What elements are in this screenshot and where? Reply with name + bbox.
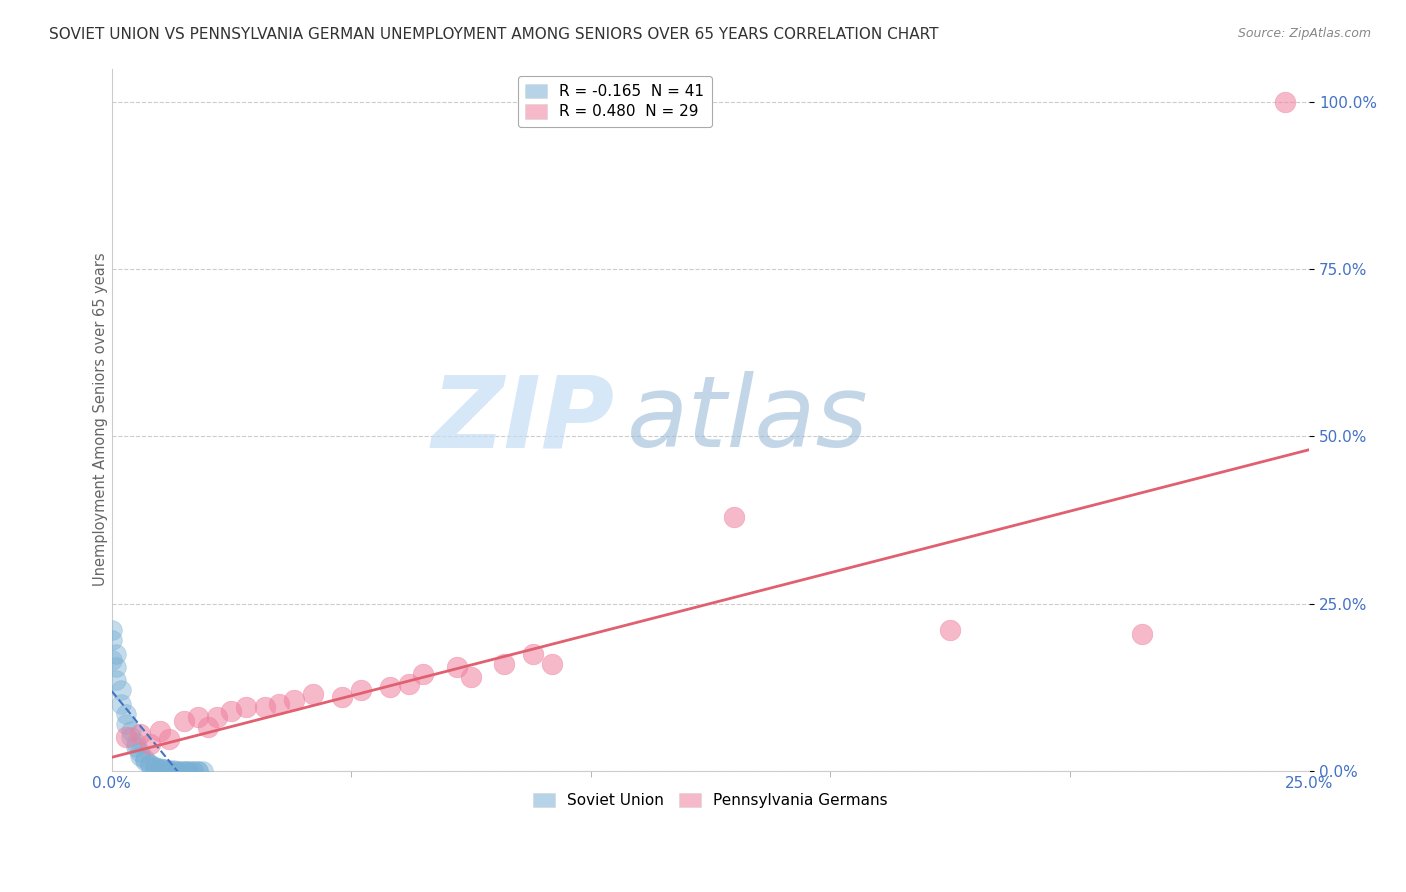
Point [129,727,152,741]
Point [283,693,305,707]
Point [129,745,152,759]
Point [167,764,190,778]
Point [139,737,162,751]
Point [187,764,209,778]
Point [120,731,142,745]
Point [149,762,172,776]
Point [221,704,243,718]
Point [541,657,564,671]
Point [157,731,180,746]
Point [460,670,482,684]
Point [124,736,146,750]
Point [1130,626,1153,640]
Point [1274,95,1296,109]
Point [253,700,276,714]
Point [173,764,195,778]
Point [139,757,162,772]
Point [350,683,373,698]
Point [149,723,172,738]
Point [177,764,200,778]
Point [105,673,128,688]
Point [105,647,128,661]
Point [494,657,516,671]
Point [398,677,420,691]
Point [105,660,128,674]
Point [181,764,204,778]
Point [100,633,122,648]
Point [330,690,353,705]
Point [143,760,166,774]
Point [181,764,204,778]
Point [134,752,156,766]
Point [115,706,138,721]
Point [191,764,214,778]
Point [177,764,200,778]
Point [173,714,195,728]
Point [163,764,186,778]
Point [302,687,325,701]
Y-axis label: Unemployment Among Seniors over 65 years: Unemployment Among Seniors over 65 years [93,252,108,586]
Text: Source: ZipAtlas.com: Source: ZipAtlas.com [1237,27,1371,40]
Point [157,763,180,777]
Point [173,764,195,778]
Point [139,758,162,772]
Point [115,717,138,731]
Point [129,749,152,764]
Point [115,731,138,745]
Point [163,763,186,777]
Point [723,509,745,524]
Point [134,755,156,769]
Point [149,761,172,775]
Point [412,666,434,681]
Point [269,697,291,711]
Point [157,763,180,777]
Point [110,683,132,698]
Point [187,710,209,724]
Point [110,697,132,711]
Point [235,700,257,714]
Point [153,762,176,776]
Point [100,624,122,638]
Point [100,653,122,667]
Point [124,740,146,755]
Point [167,764,190,778]
Point [197,720,219,734]
Point [939,624,962,638]
Text: ZIP: ZIP [432,371,614,468]
Point [153,762,176,776]
Legend: Soviet Union, Pennsylvania Germans: Soviet Union, Pennsylvania Germans [526,785,896,815]
Text: SOVIET UNION VS PENNSYLVANIA GERMAN UNEMPLOYMENT AMONG SENIORS OVER 65 YEARS COR: SOVIET UNION VS PENNSYLVANIA GERMAN UNEM… [49,27,939,42]
Point [378,680,401,694]
Point [446,660,468,674]
Point [187,764,209,778]
Point [120,723,142,738]
Text: atlas: atlas [627,371,869,468]
Point [522,647,544,661]
Point [143,759,166,773]
Point [205,710,228,724]
